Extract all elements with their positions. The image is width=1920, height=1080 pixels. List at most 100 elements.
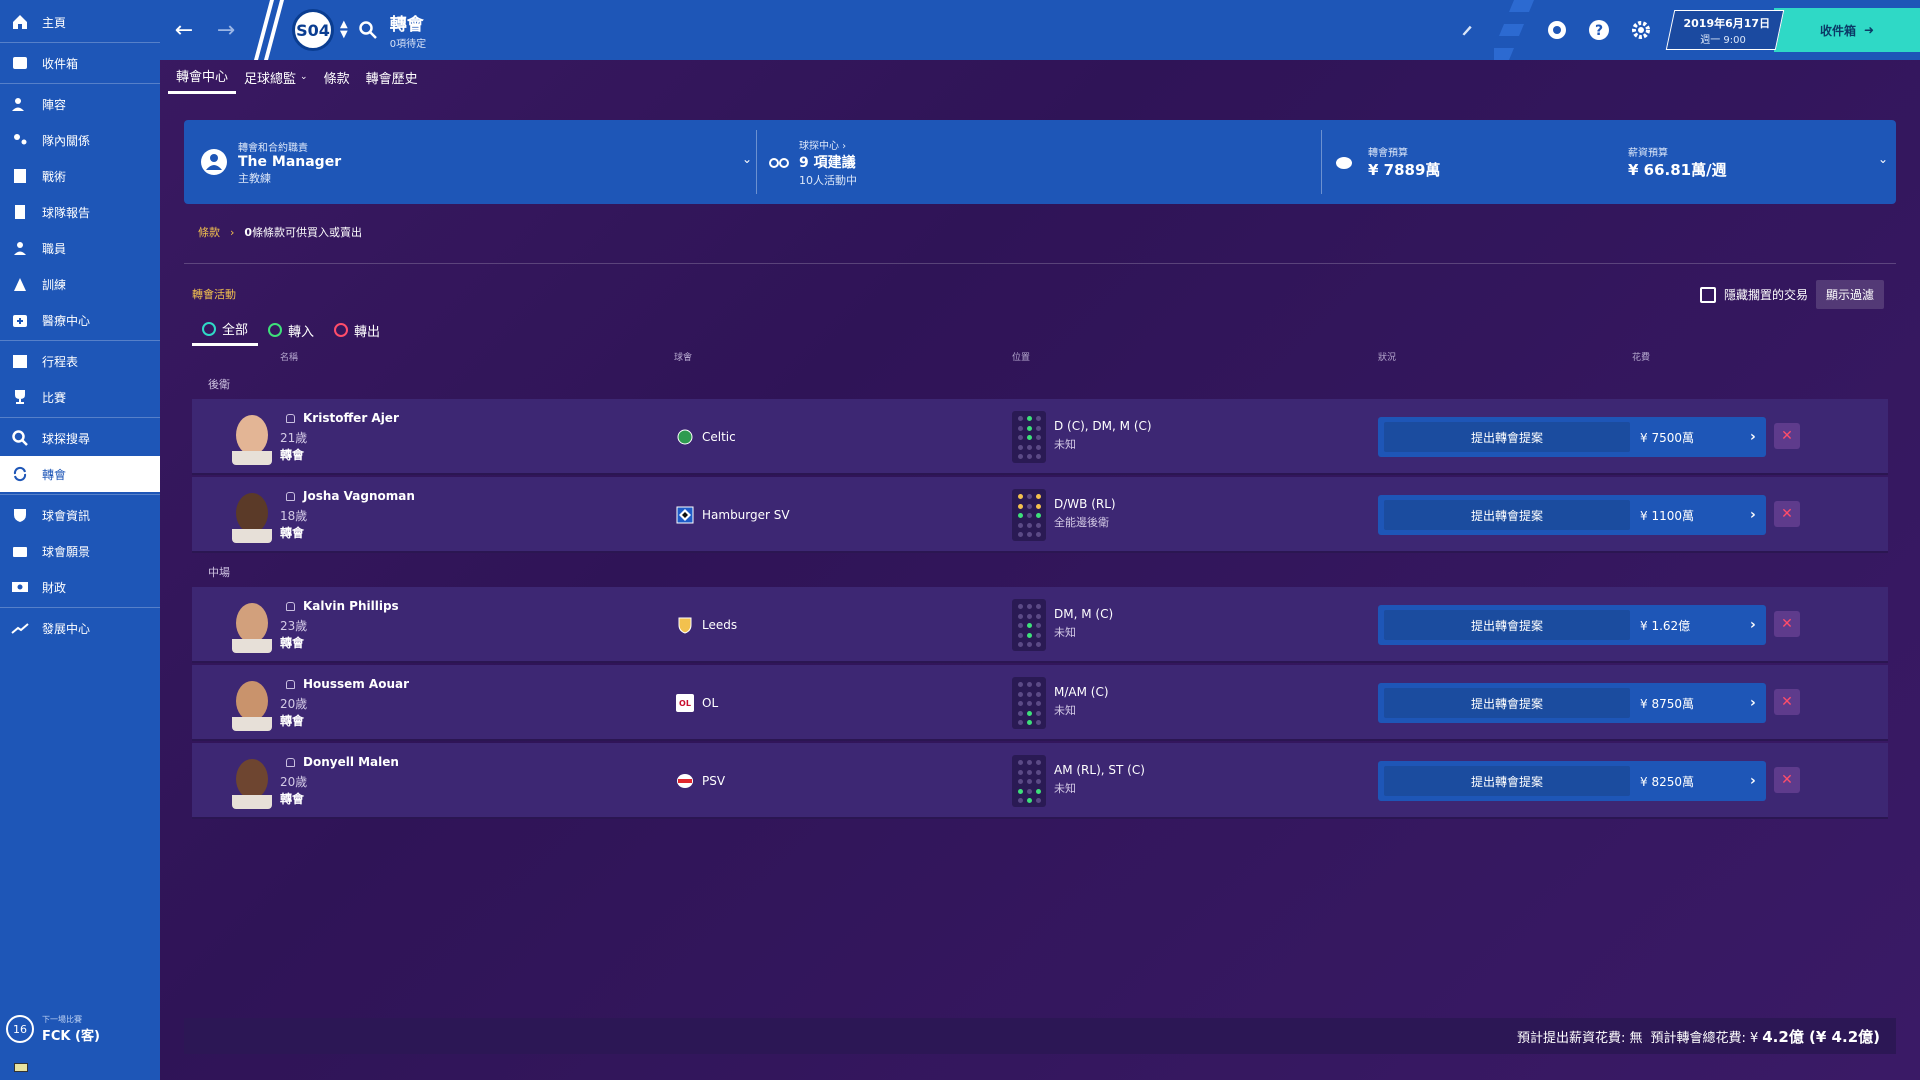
tab-incoming[interactable]: 轉入 (258, 314, 324, 346)
position-dot (1027, 522, 1032, 528)
position-dot (1027, 532, 1032, 537)
forward-arrow-icon[interactable]: → (216, 17, 236, 43)
tab-transfer-history[interactable]: 轉會歷史 (365, 71, 418, 87)
position-dot (1018, 710, 1023, 716)
sidebar-item-tactics[interactable]: 戰術 (0, 158, 160, 194)
position-text: D (C), DM, M (C) (1054, 419, 1152, 433)
sidebar-item-home[interactable]: 主頁 (0, 4, 160, 40)
chevron-right-icon[interactable]: › (1750, 429, 1756, 445)
column-header-name[interactable]: 名稱 (280, 353, 299, 363)
sidebar-item-medical[interactable]: 醫療中心 (0, 302, 160, 338)
sidebar-item-staff[interactable]: 職員 (0, 230, 160, 266)
show-filter-button[interactable]: 顯示過濾 (1815, 280, 1884, 309)
scouting-centre-section[interactable]: 球探中心 › 9 項建議 10人活動中 (757, 130, 1321, 194)
table-row[interactable]: Houssem Aouar 20歲 轉會 OL OL M/AM (C) 未知 提出… (192, 665, 1888, 741)
chevron-down-icon[interactable]: ⌄ (1877, 152, 1888, 166)
club-cell[interactable]: Hamburger SV (676, 506, 790, 524)
dynamics-icon (10, 130, 30, 150)
chevron-right-icon[interactable]: › (1750, 507, 1756, 523)
tab-outgoing[interactable]: 轉出 (324, 314, 390, 346)
player-name[interactable]: Josha Vagnoman (286, 489, 415, 503)
search-icon[interactable] (358, 20, 378, 40)
make-offer-button[interactable]: 提出轉會提案 (1384, 688, 1630, 718)
divider (0, 42, 160, 43)
player-name-text: Josha Vagnoman (303, 489, 415, 503)
club-switch-arrows-icon[interactable]: ▲ ▼ (340, 19, 348, 40)
club-cell[interactable]: PSV (676, 772, 725, 790)
remove-button[interactable]: ✕ (1774, 689, 1800, 715)
column-header-fee[interactable]: 花費 (1632, 353, 1651, 363)
position-dot (1036, 435, 1041, 440)
sidebar-item-development[interactable]: 發展中心 (0, 610, 160, 646)
sidebar-item-calendar[interactable]: 行程表 (0, 343, 160, 379)
back-arrow-icon[interactable]: ← (174, 17, 194, 43)
position-dot (1027, 720, 1032, 725)
make-offer-button[interactable]: 提出轉會提案 (1384, 610, 1630, 640)
table-row[interactable]: Kristoffer Ajer 21歲 轉會 Celtic D (C), DM,… (192, 399, 1888, 475)
globe-icon[interactable] (1544, 17, 1570, 43)
next-match-opponent: FCK (客) (42, 1029, 100, 1044)
help-icon[interactable]: ? (1586, 17, 1612, 43)
transfer-icon (10, 464, 30, 484)
table-row[interactable]: Donyell Malen 20歲 轉會 PSV AM (RL), ST (C)… (192, 743, 1888, 819)
position-dot (1018, 779, 1023, 784)
sidebar-item-inbox[interactable]: 收件箱 (0, 45, 160, 81)
cost-summary-bar: 預計提出薪資花費: 無 預計轉會總花費: ¥ 4.2億 (¥ 4.2億) (184, 1018, 1896, 1054)
role-title: 主教練 (238, 171, 271, 185)
sidebar-item-dynamics[interactable]: 隊內關係 (0, 122, 160, 158)
position-dot (1018, 435, 1023, 440)
make-offer-button[interactable]: 提出轉會提案 (1384, 422, 1630, 452)
tab-director-of-football[interactable]: 足球總監 ⌄ (236, 60, 316, 94)
player-name[interactable]: Houssem Aouar (286, 677, 409, 691)
sidebar-item-club-info[interactable]: 球會資訊 (0, 497, 160, 533)
next-match[interactable]: 16 下一場比賽 FCK (客) (0, 1014, 160, 1044)
club-cell[interactable]: Leeds (676, 616, 737, 634)
position-dot (1036, 710, 1041, 716)
continue-inbox-button[interactable]: 收件箱 ➜ (1774, 8, 1920, 52)
remove-button[interactable]: ✕ (1774, 501, 1800, 527)
leeds-logo-icon (676, 616, 694, 634)
tab-transfer-centre[interactable]: 轉會中心 (168, 60, 237, 94)
table-row[interactable]: Josha Vagnoman 18歲 轉會 Hamburger SV D/WB … (192, 477, 1888, 553)
remove-button[interactable]: ✕ (1774, 611, 1800, 637)
sidebar-item-scouting[interactable]: 球探搜尋 (0, 420, 160, 456)
date-display[interactable]: 2019年6月17日 週一 9:00 (1665, 10, 1785, 50)
club-cell[interactable]: Celtic (676, 428, 736, 446)
sidebar-item-club-vision[interactable]: 球會願景 (0, 533, 160, 569)
edit-pencil-icon[interactable] (1460, 17, 1476, 43)
tab-all[interactable]: 全部 (192, 314, 259, 346)
remove-button[interactable]: ✕ (1774, 767, 1800, 793)
column-header-position[interactable]: 位置 (1012, 353, 1031, 363)
club-cell[interactable]: OL OL (676, 694, 718, 712)
search-icon (10, 428, 30, 448)
remove-button[interactable]: ✕ (1774, 423, 1800, 449)
clauses-link[interactable]: 條款 (198, 226, 220, 239)
tab-clauses[interactable]: 條款 (323, 71, 350, 87)
make-offer-button[interactable]: 提出轉會提案 (1384, 766, 1630, 796)
sidebar-item-finances[interactable]: 財政 (0, 569, 160, 605)
position-dot (1018, 522, 1023, 528)
player-name[interactable]: Kristoffer Ajer (286, 411, 399, 425)
budget-section[interactable]: 轉會預算 ¥ 7889萬 薪資預算 ¥ 66.81萬/週 ⌄ (1322, 130, 1896, 194)
sidebar-item-competitions[interactable]: 比賽 (0, 379, 160, 415)
chevron-down-icon[interactable]: ⌄ (741, 152, 752, 166)
sidebar-item-training[interactable]: 訓練 (0, 266, 160, 302)
club-crest[interactable]: S04 (292, 9, 334, 51)
hide-shelved-checkbox[interactable] (1699, 286, 1716, 303)
responsibility-section[interactable]: 轉會和合約職責 The Manager 主教練 ⌄ (184, 130, 756, 194)
column-header-club[interactable]: 球會 (674, 353, 693, 363)
make-offer-button[interactable]: 提出轉會提案 (1384, 500, 1630, 530)
table-row[interactable]: Kalvin Phillips 23歲 轉會 Leeds DM, M (C) 未… (192, 587, 1888, 663)
player-name[interactable]: Kalvin Phillips (286, 599, 399, 613)
settings-gear-icon[interactable] (1628, 17, 1654, 43)
sidebar-item-squad[interactable]: 陣容 (0, 86, 160, 122)
position-dot (1018, 798, 1023, 803)
player-name[interactable]: Donyell Malen (286, 755, 399, 769)
position-dot (1036, 522, 1041, 528)
sidebar-item-report[interactable]: 球隊報告 (0, 194, 160, 230)
chevron-right-icon[interactable]: › (1750, 695, 1756, 711)
column-header-status[interactable]: 狀況 (1378, 353, 1397, 363)
chevron-right-icon[interactable]: › (1750, 617, 1756, 633)
sidebar-item-transfers[interactable]: 轉會 (0, 456, 160, 492)
chevron-right-icon[interactable]: › (1750, 773, 1756, 789)
